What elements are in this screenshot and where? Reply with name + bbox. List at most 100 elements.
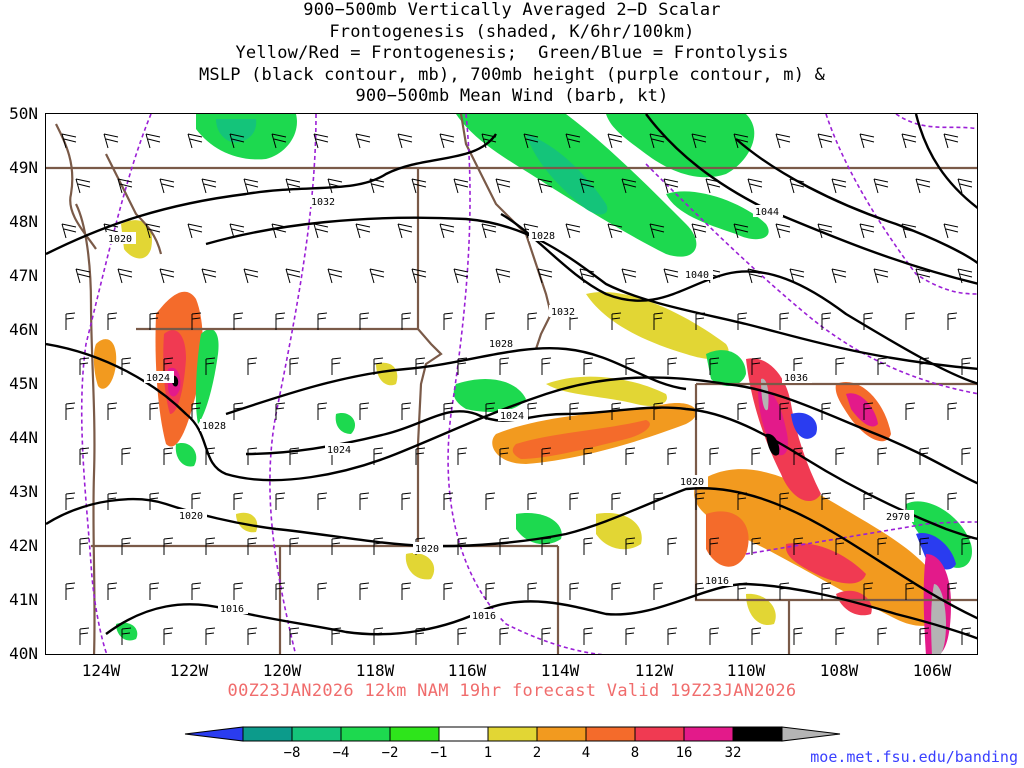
isobar-label: 1020 xyxy=(106,232,136,245)
wind-barb xyxy=(317,312,328,330)
wind-barb xyxy=(863,312,874,330)
frontolysis-region xyxy=(216,119,257,143)
wind-barb xyxy=(401,402,412,420)
wind-barb xyxy=(737,402,748,420)
wind-barb xyxy=(667,627,678,645)
fronto-region xyxy=(512,420,650,459)
wind-barb xyxy=(247,627,258,645)
colorbar-tick-label: 8 xyxy=(630,745,640,761)
wind-barb xyxy=(275,492,286,510)
wind-barb xyxy=(905,312,916,330)
isobar xyxy=(46,133,497,256)
wind-barb xyxy=(117,178,133,194)
wind-barb xyxy=(961,357,972,375)
frontogenesis-shading xyxy=(93,114,972,654)
isobar-label: 1020 xyxy=(413,542,443,555)
isobar-label: 1024 xyxy=(498,409,528,422)
contour-labels: 1032 1028 1044 1040 1032 1028 1024 1036 … xyxy=(106,195,914,622)
wind-barb xyxy=(537,178,553,194)
wind-barb xyxy=(747,178,763,194)
wind-barb xyxy=(457,447,468,465)
wind-barb xyxy=(957,178,973,194)
isobar-label: 1028 xyxy=(200,419,230,432)
wind-barb xyxy=(159,178,175,194)
wind-barb xyxy=(285,268,301,284)
colorbar-swatch xyxy=(585,726,636,742)
wind-barb xyxy=(821,402,832,420)
colorbar-tick-label: 4 xyxy=(581,745,591,761)
wind-barb xyxy=(737,492,748,510)
wind-barb xyxy=(443,402,454,420)
wind-barb xyxy=(579,268,595,284)
lon-label: 122W xyxy=(169,661,209,680)
wind-barb xyxy=(621,268,637,284)
wind-barb xyxy=(149,582,160,600)
wind-barb xyxy=(961,447,972,465)
wind-barb xyxy=(737,312,748,330)
fronto-region xyxy=(586,292,729,360)
wind-barb xyxy=(107,312,118,330)
wind-barb xyxy=(877,627,888,645)
wind-barb xyxy=(149,402,160,420)
wind-barb xyxy=(397,133,413,149)
wind-barb xyxy=(569,492,580,510)
lat-label: 46N xyxy=(9,320,38,339)
svg-text:1036: 1036 xyxy=(784,373,808,384)
wind-barb xyxy=(79,357,90,375)
wind-barb xyxy=(789,178,805,194)
frontolysis-region xyxy=(916,533,956,570)
fronto-region xyxy=(746,593,776,625)
colorbar-swatch xyxy=(487,726,538,742)
wind-barb xyxy=(793,627,804,645)
wind-barb xyxy=(313,133,329,149)
wind-barb xyxy=(247,537,258,555)
height-contour xyxy=(745,521,977,555)
isobar xyxy=(46,342,977,485)
colorbar-tick-label: −2 xyxy=(381,745,399,761)
wind-barb xyxy=(485,312,496,330)
wind-barb xyxy=(61,133,77,149)
svg-text:1032: 1032 xyxy=(551,307,575,318)
lon-label: 108W xyxy=(819,661,859,680)
svg-text:1032: 1032 xyxy=(311,197,335,208)
wind-barb xyxy=(373,357,384,375)
svg-text:1024: 1024 xyxy=(327,445,351,456)
wind-barb xyxy=(905,582,916,600)
wind-barb xyxy=(191,402,202,420)
wind-barb xyxy=(663,268,679,284)
wind-barb xyxy=(327,178,343,194)
wind-barb xyxy=(289,357,300,375)
credit-link[interactable]: moe.met.fsu.edu/banding xyxy=(810,748,1018,766)
wind-barb xyxy=(457,357,468,375)
wind-barb xyxy=(75,178,91,194)
wind-barb xyxy=(331,537,342,555)
isobar xyxy=(914,114,977,209)
height-contour xyxy=(80,114,152,654)
wind-barb xyxy=(499,447,510,465)
wind-barb xyxy=(453,178,469,194)
wind-barb xyxy=(271,223,287,239)
wind-barb xyxy=(411,178,427,194)
wind-barb xyxy=(779,492,790,510)
wind-barb xyxy=(915,268,931,284)
wind-barb xyxy=(285,178,301,194)
wind-barb xyxy=(457,627,468,645)
wind-barb xyxy=(443,492,454,510)
wind-barb xyxy=(485,582,496,600)
height-contour xyxy=(825,114,977,295)
wind-barb xyxy=(709,537,720,555)
svg-text:1016: 1016 xyxy=(220,604,244,615)
colorbar-high-arrow xyxy=(781,726,841,742)
isobar-label: 1028 xyxy=(529,229,559,242)
colorbar-swatch xyxy=(242,726,293,742)
wind-barb xyxy=(821,492,832,510)
wind-barb xyxy=(359,492,370,510)
fronto-region xyxy=(405,553,435,580)
wind-barb xyxy=(919,627,930,645)
height-label: 2970 xyxy=(884,510,914,523)
wind-barb xyxy=(947,582,958,600)
wind-barb xyxy=(527,492,538,510)
wind-barb xyxy=(873,268,889,284)
wind-barb xyxy=(289,447,300,465)
wind-barb xyxy=(443,312,454,330)
